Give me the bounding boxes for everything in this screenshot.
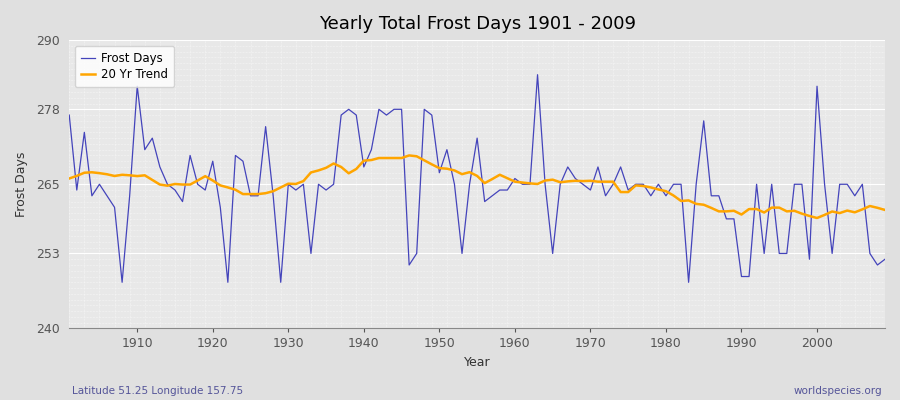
- Frost Days: [343, 107, 354, 112]
- Frost Days: [64, 113, 75, 118]
- Legend: Frost Days, 20 Yr Trend: Frost Days, 20 Yr Trend: [75, 46, 174, 87]
- 20 Yr Trend: [291, 182, 302, 186]
- 20 Yr Trend: [812, 216, 823, 220]
- Frost Days: [509, 176, 520, 181]
- Text: Latitude 51.25 Longitude 157.75: Latitude 51.25 Longitude 157.75: [72, 386, 243, 396]
- 20 Yr Trend: [336, 164, 346, 169]
- 20 Yr Trend: [509, 179, 520, 184]
- 20 Yr Trend: [517, 180, 527, 185]
- 20 Yr Trend: [608, 179, 618, 184]
- Frost Days: [117, 280, 128, 285]
- 20 Yr Trend: [879, 208, 890, 212]
- Frost Days: [517, 182, 527, 187]
- 20 Yr Trend: [64, 176, 75, 181]
- Title: Yearly Total Frost Days 1901 - 2009: Yearly Total Frost Days 1901 - 2009: [319, 15, 635, 33]
- Y-axis label: Frost Days: Frost Days: [15, 152, 28, 217]
- Text: worldspecies.org: worldspecies.org: [794, 386, 882, 396]
- 20 Yr Trend: [124, 173, 135, 178]
- Frost Days: [879, 257, 890, 262]
- X-axis label: Year: Year: [464, 356, 490, 369]
- Frost Days: [298, 182, 309, 187]
- Frost Days: [532, 72, 543, 77]
- Line: 20 Yr Trend: 20 Yr Trend: [69, 156, 885, 218]
- Frost Days: [131, 84, 142, 89]
- 20 Yr Trend: [404, 153, 415, 158]
- Frost Days: [616, 164, 626, 169]
- Line: Frost Days: Frost Days: [69, 75, 885, 282]
